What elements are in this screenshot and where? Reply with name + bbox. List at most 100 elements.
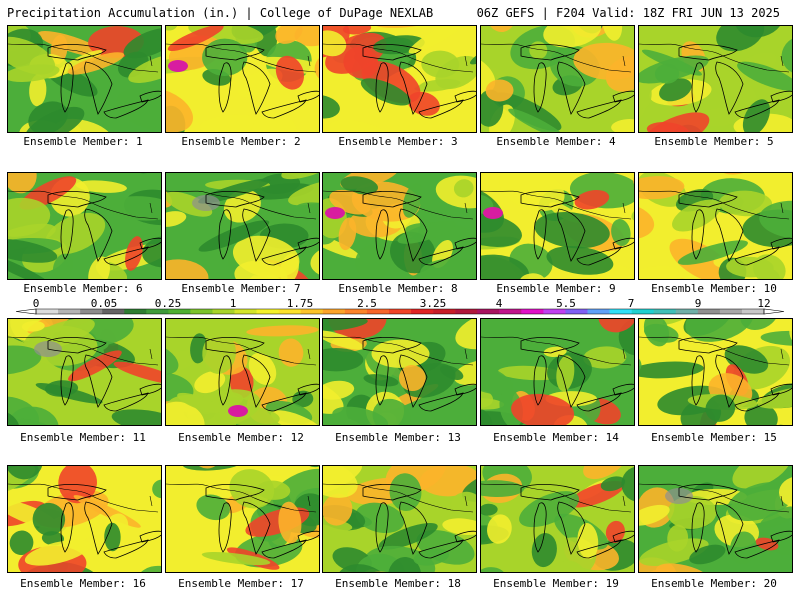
colorbar-segment (300, 309, 324, 314)
ensemble-member-label: Ensemble Member: 5 (654, 135, 774, 148)
ensemble-panel (7, 172, 162, 280)
ensemble-panel (322, 318, 477, 426)
colorbar-tick-label: 1.75 (286, 297, 314, 310)
colorbar-segment (80, 309, 103, 314)
ensemble-panel (322, 172, 477, 280)
colorbar-tick-label: 4 (495, 297, 503, 310)
colorbar-tick-label: 3.25 (419, 297, 447, 310)
colorbar-segment (499, 309, 522, 314)
colorbar-segment (212, 309, 235, 314)
colorbar-tick-label: 1 (229, 297, 237, 310)
ensemble-member-label: Ensemble Member: 2 (181, 135, 301, 148)
ensemble-panel (480, 172, 635, 280)
ensemble-panel (165, 465, 320, 573)
precip-map (323, 319, 476, 425)
colorbar-segment (675, 309, 699, 314)
colorbar-segment (322, 309, 346, 314)
precip-map (481, 26, 634, 132)
colorbar-segment (433, 309, 456, 314)
colorbar-segment (543, 309, 566, 314)
precip-map (323, 466, 476, 572)
precip-map (639, 173, 792, 279)
colorbar-segment (521, 309, 544, 314)
colorbar-tick-label: 7 (627, 297, 635, 310)
ensemble-panel (322, 465, 477, 573)
precip-map (166, 173, 319, 279)
colorbar-segment (256, 309, 279, 314)
precip-map (481, 173, 634, 279)
ensemble-member-label: Ensemble Member: 13 (335, 431, 461, 444)
colorbar-segment (741, 309, 765, 314)
ensemble-panel (322, 25, 477, 133)
colorbar-segment (411, 309, 434, 314)
ensemble-member-label: Ensemble Member: 6 (23, 282, 143, 295)
colorbar-segment (58, 309, 81, 314)
precip-map (323, 26, 476, 132)
colorbar-tick-label: 5.5 (556, 297, 576, 310)
ensemble-panel (7, 465, 162, 573)
ensemble-panel (165, 25, 320, 133)
ensemble-panel (7, 318, 162, 426)
ensemble-member-label: Ensemble Member: 20 (651, 577, 777, 590)
colorbar (15, 308, 785, 315)
colorbar-segment (36, 309, 59, 314)
colorbar-tick-label: 0.05 (90, 297, 118, 310)
colorbar-segment (278, 309, 302, 314)
ensemble-member-label: Ensemble Member: 10 (651, 282, 777, 295)
ensemble-member-label: Ensemble Member: 14 (493, 431, 619, 444)
colorbar-segment (477, 309, 500, 314)
precip-map (639, 466, 792, 572)
ensemble-member-label: Ensemble Member: 19 (493, 577, 619, 590)
colorbar-segment (653, 309, 677, 314)
precip-map (639, 319, 792, 425)
precip-map (8, 319, 161, 425)
ensemble-member-label: Ensemble Member: 1 (23, 135, 143, 148)
colorbar-segment (124, 309, 147, 314)
ensemble-member-label: Ensemble Member: 18 (335, 577, 461, 590)
precip-map (481, 319, 634, 425)
precip-map (481, 466, 634, 572)
ensemble-member-label: Ensemble Member: 8 (338, 282, 458, 295)
run-info: 06Z GEFS | F204 Valid: 18Z FRI JUN 13 20… (476, 6, 780, 20)
ensemble-member-label: Ensemble Member: 9 (496, 282, 616, 295)
ensemble-panel (165, 318, 320, 426)
colorbar-tick-label: 12 (757, 297, 771, 310)
precip-map (166, 319, 319, 425)
precip-map (166, 26, 319, 132)
ensemble-panel (480, 318, 635, 426)
colorbar-segment (455, 309, 478, 314)
ensemble-panel (638, 25, 793, 133)
colorbar-segment (146, 309, 169, 314)
precip-map (639, 26, 792, 132)
ensemble-panel (638, 172, 793, 280)
precip-map (8, 26, 161, 132)
ensemble-member-label: Ensemble Member: 17 (178, 577, 304, 590)
colorbar-tick-label: 0.25 (154, 297, 182, 310)
colorbar-segment (697, 309, 721, 314)
ensemble-member-label: Ensemble Member: 12 (178, 431, 304, 444)
ensemble-member-label: Ensemble Member: 7 (181, 282, 301, 295)
colorbar-tick-label: 2.5 (357, 297, 377, 310)
colorbar-segment (168, 309, 191, 314)
colorbar-tick-label: 9 (694, 297, 702, 310)
ensemble-panel (165, 172, 320, 280)
precip-map (323, 173, 476, 279)
ensemble-panel (480, 25, 635, 133)
precip-map (8, 466, 161, 572)
ensemble-panel (638, 318, 793, 426)
page-title: Precipitation Accumulation (in.) | Colle… (7, 6, 434, 20)
ensemble-member-label: Ensemble Member: 16 (20, 577, 146, 590)
colorbar-segment (102, 309, 125, 314)
precip-map (8, 173, 161, 279)
colorbar-segment (565, 309, 588, 314)
colorbar-segment (190, 309, 213, 314)
ensemble-member-label: Ensemble Member: 3 (338, 135, 458, 148)
ensemble-member-label: Ensemble Member: 11 (20, 431, 146, 444)
precip-map (166, 466, 319, 572)
colorbar-segment (609, 309, 632, 314)
ensemble-panel (7, 25, 162, 133)
ensemble-member-label: Ensemble Member: 15 (651, 431, 777, 444)
colorbar-segment (344, 309, 368, 314)
colorbar-segment (366, 309, 390, 314)
colorbar-segment (719, 309, 743, 314)
